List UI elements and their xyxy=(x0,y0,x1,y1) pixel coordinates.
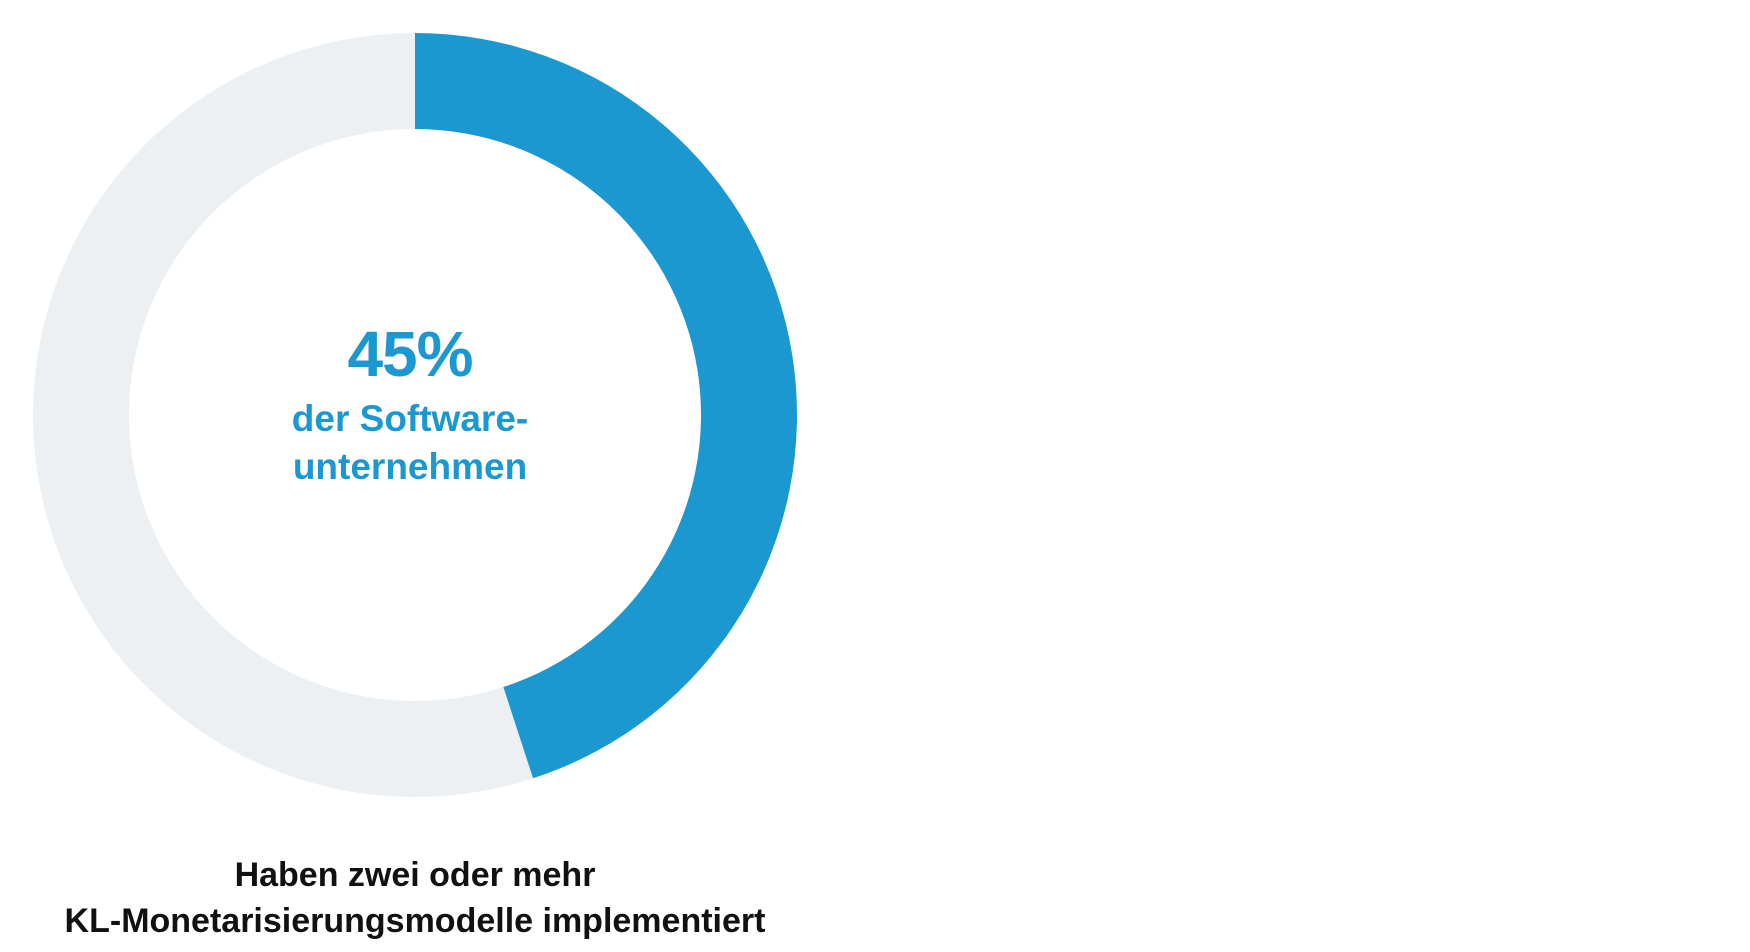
chart-caption-line-1: Haben zwei oder mehr xyxy=(234,856,596,894)
center-label-line-1: der Software- xyxy=(291,398,529,439)
chart-caption-line-2: KL-Monetarisierungsmodelle implementiert xyxy=(64,902,766,940)
donut-chart xyxy=(32,33,797,797)
center-label-line-2: unternehmen xyxy=(292,446,528,487)
donut-remainder-slice xyxy=(32,33,534,797)
center-percentage: 45% xyxy=(347,318,473,390)
donut-filled-slice xyxy=(415,33,797,779)
